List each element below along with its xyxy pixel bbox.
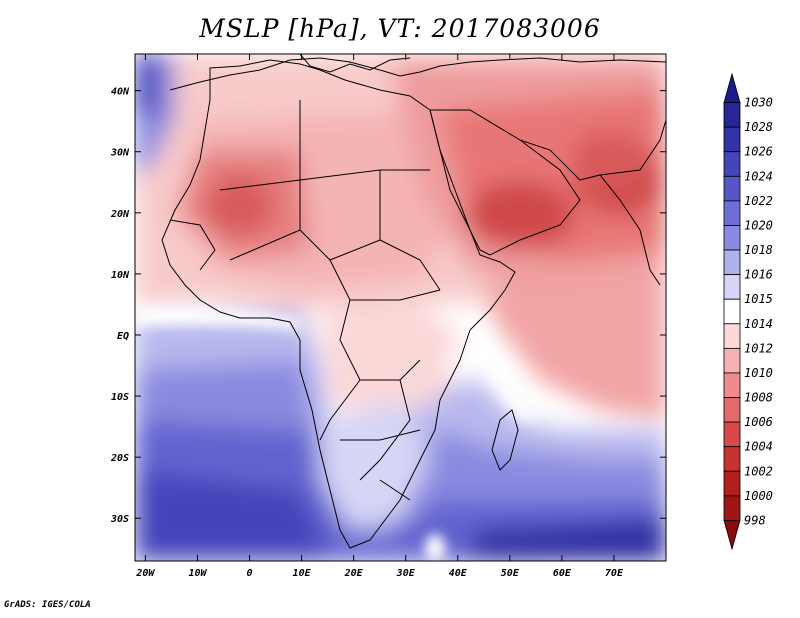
colorbar-swatch (723, 225, 741, 251)
colorbar-swatch (723, 200, 741, 226)
colorbar-label: 998 (744, 513, 766, 527)
colorbar-swatch (723, 175, 741, 202)
colorbar-label: 1026 (744, 145, 773, 159)
y-tick-label: 10S (111, 392, 129, 403)
y-tick-label: 30N (110, 148, 130, 159)
colorbar-swatch (723, 323, 741, 349)
colorbar-swatch (723, 372, 741, 398)
y-tick-label: 40N (111, 87, 130, 98)
x-axis: 20W 10W 0 10E 20E 30E 40E 50E 60E 70E (135, 54, 624, 579)
colorbar-swatch (723, 397, 741, 423)
colorbar: 1030 1028 1026 1024 1022 1020 1018 1016 1015 1014… (723, 72, 773, 551)
y-tick-label: 10N (111, 270, 130, 281)
colorbar-label: 1028 (744, 120, 773, 134)
x-tick-label: 10W (188, 568, 207, 579)
colorbar-label: 1000 (744, 489, 773, 503)
colorbar-swatch (723, 421, 741, 448)
colorbar-top-arrow (723, 72, 741, 103)
colorbar-label: 1004 (744, 440, 773, 454)
colorbar-label: 1012 (744, 341, 773, 355)
colorbar-label: 1030 (744, 96, 773, 110)
colorbar-swatch (723, 298, 741, 325)
colorbar-label: 1022 (744, 194, 773, 208)
colorbar-label: 1024 (744, 169, 773, 183)
colorbar-bottom-arrow (723, 520, 741, 551)
colorbar-label: 1002 (744, 464, 773, 478)
x-tick-label: 50E (501, 568, 520, 579)
x-tick-label: 20E (344, 568, 364, 579)
colorbar-swatch (723, 470, 741, 497)
colorbar-swatch (723, 446, 741, 472)
x-tick-label: 60E (553, 568, 572, 579)
colorbar-label: 1008 (744, 391, 773, 405)
x-tick-label: 10E (293, 568, 312, 579)
colorbar-swatch (723, 151, 741, 177)
plot-frame (134, 53, 667, 562)
x-tick-label: 0 (247, 568, 253, 579)
x-tick-label: 20W (135, 568, 155, 579)
colorbar-label: 1014 (744, 317, 773, 331)
y-axis: 40N 30N 20N 10N EQ 10S 20S 30S (110, 87, 666, 525)
pressure-field (135, 54, 666, 561)
colorbar-label: 1016 (744, 268, 773, 282)
colorbar-label: 1018 (744, 243, 773, 257)
colorbar-swatch (723, 126, 741, 153)
grads-credit: GrADS: IGES/COLA (4, 600, 91, 610)
map-title: MSLP [hPa], VT: 2017083006 (199, 14, 601, 43)
coastlines (161, 54, 666, 549)
x-tick-label: 40E (449, 568, 468, 579)
colorbar-swatch (723, 249, 741, 276)
colorbar-label: 1015 (744, 292, 773, 306)
colorbar-swatch (723, 102, 741, 128)
colorbar-label: 1020 (744, 218, 773, 232)
colorbar-swatch (723, 495, 741, 521)
colorbar-swatch (723, 347, 741, 374)
y-tick-label: 20S (110, 453, 129, 464)
colorbar-label: 1010 (744, 366, 773, 380)
y-tick-label: 30S (110, 514, 129, 525)
y-tick-label: 20N (110, 209, 130, 220)
colorbar-swatch (723, 274, 741, 300)
x-tick-label: 70E (605, 568, 624, 579)
x-tick-label: 30E (396, 568, 416, 579)
y-tick-label: EQ (117, 331, 129, 342)
colorbar-label: 1006 (744, 415, 773, 429)
